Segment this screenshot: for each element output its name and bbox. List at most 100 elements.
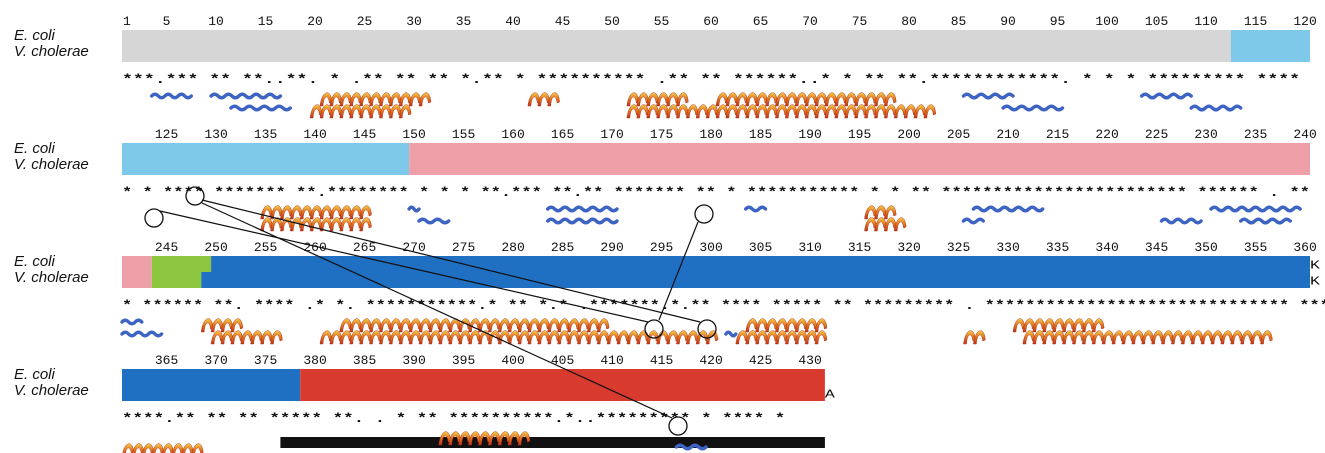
position-number: 410 [600, 353, 623, 368]
alpha-helix [309, 104, 323, 119]
position-number: 380 [303, 353, 326, 368]
crosslink-line [159, 210, 649, 323]
alpha-helix [379, 104, 392, 119]
position-number: 270 [402, 240, 425, 255]
alpha-helix [369, 92, 382, 107]
alpha-helix [329, 104, 343, 119]
alpha-helix [1052, 318, 1065, 333]
alpha-helix [596, 330, 610, 345]
alpha-helix [507, 431, 521, 446]
alpha-helix [418, 92, 432, 107]
alpha-helix [359, 318, 372, 333]
alpha-helix [1250, 330, 1263, 345]
alpha-helix [379, 92, 392, 107]
alpha-helix [349, 318, 362, 333]
alpha-helix [1052, 330, 1065, 345]
position-number: 35 [456, 14, 472, 29]
alpha-helix [715, 104, 729, 119]
beta-strand [417, 217, 451, 225]
alpha-helix [596, 318, 610, 333]
alpha-helix [191, 443, 204, 453]
position-number: 305 [749, 240, 772, 255]
alpha-helix [755, 330, 768, 345]
alpha-helix [804, 318, 818, 333]
alpha-helix [785, 330, 798, 345]
alpha-helix [507, 330, 521, 345]
alpha-helix [656, 330, 669, 345]
position-number: 260 [303, 240, 326, 255]
alpha-helix [369, 330, 382, 345]
position-number: 70 [802, 14, 818, 29]
alpha-helix [646, 92, 659, 107]
alpha-helix [804, 330, 818, 345]
organism-label-ecoli: E. coli [14, 366, 56, 383]
position-number: 405 [551, 353, 574, 368]
position-number: 385 [353, 353, 376, 368]
alpha-helix [280, 205, 293, 220]
alpha-helix [547, 318, 560, 333]
position-number: 30 [406, 14, 422, 29]
region-highlight [122, 256, 152, 288]
crosslink-circle [694, 204, 714, 224]
alpha-helix [775, 330, 788, 345]
alpha-helix [814, 318, 828, 333]
position-number: 120 [1293, 14, 1316, 29]
beta-strand [546, 217, 619, 225]
alpha-helix [745, 104, 758, 119]
alpha-helix [705, 104, 719, 119]
crosslink-circle [144, 208, 164, 228]
alpha-helix [1091, 330, 1105, 345]
position-number: 90 [1000, 14, 1016, 29]
position-number: 265 [353, 240, 376, 255]
alpha-helix [834, 104, 847, 119]
alpha-helix [478, 318, 491, 333]
region-highlight [151, 256, 212, 272]
position-number: 65 [753, 14, 769, 29]
alpha-helix [616, 330, 630, 345]
alpha-helix [418, 330, 432, 345]
alpha-helix [745, 330, 758, 345]
crosslink-circle [644, 319, 664, 339]
alpha-helix [785, 92, 798, 107]
alpha-helix [408, 330, 422, 345]
alpha-helix [438, 431, 451, 446]
alpha-helix [923, 104, 937, 119]
beta-strand [961, 92, 1015, 100]
position-number: 430 [798, 353, 821, 368]
beta-strand [724, 330, 738, 338]
alpha-helix [666, 92, 679, 107]
alpha-helix [369, 318, 382, 333]
alpha-helix [468, 431, 481, 446]
alpha-helix [903, 104, 917, 119]
alpha-helix [666, 104, 679, 119]
organism-label-vcholerae: V. cholerae [14, 156, 89, 173]
crosslink-lines [144, 186, 717, 436]
alpha-helix [626, 104, 640, 119]
alpha-helix [963, 330, 976, 345]
alpha-helix [567, 318, 580, 333]
alpha-helix [250, 330, 263, 345]
crosslink-circle [668, 416, 688, 436]
alpha-helix [418, 318, 432, 333]
position-number: 205 [947, 127, 970, 142]
alpha-helix [765, 92, 778, 107]
alpha-helix [1210, 330, 1224, 345]
position-number: 320 [897, 240, 920, 255]
alpha-helix [359, 330, 372, 345]
alpha-helix [755, 318, 768, 333]
alpha-helix [339, 318, 352, 333]
alpha-helix [398, 330, 412, 345]
position-number: 190 [798, 127, 821, 142]
position-number: 240 [1293, 127, 1316, 142]
alpha-helix [1091, 318, 1105, 333]
alpha-helix [824, 104, 838, 119]
alpha-helix [775, 318, 788, 333]
alpha-helix [488, 330, 501, 345]
alpha-helix [834, 92, 847, 107]
alpha-helix [636, 330, 649, 345]
domain-bar [280, 437, 825, 448]
alpha-helix [319, 330, 333, 345]
alpha-helix [339, 104, 352, 119]
alpha-helix [349, 104, 362, 119]
